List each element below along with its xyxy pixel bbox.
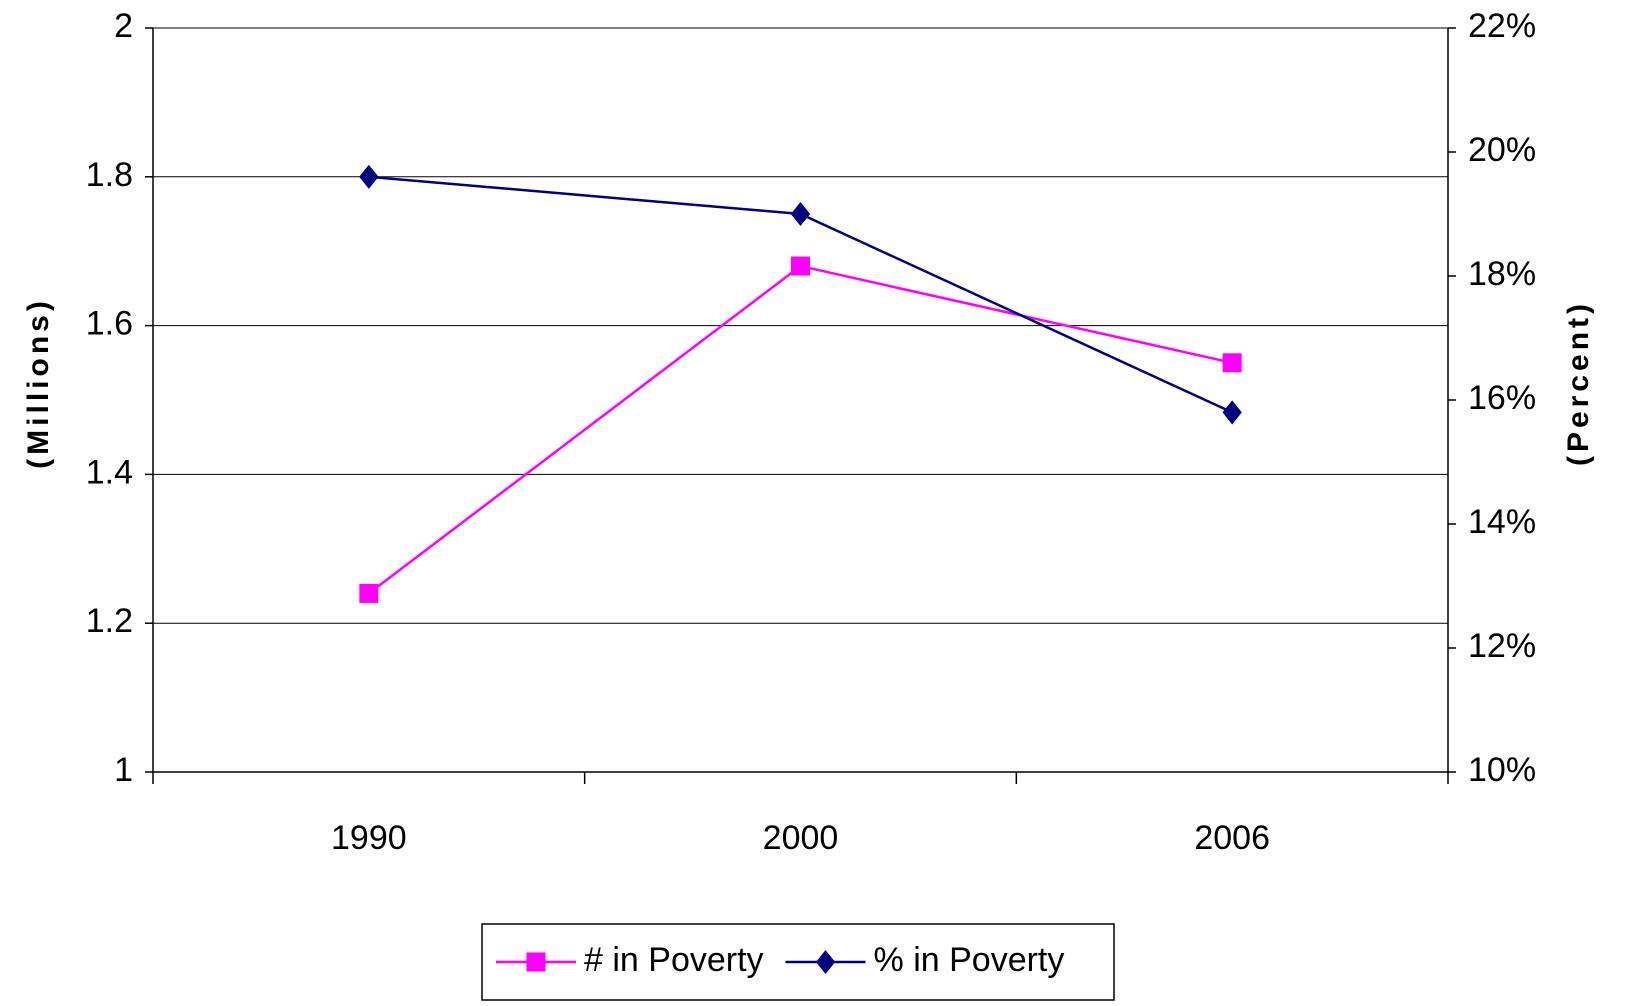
marker [790, 201, 811, 227]
x-tick-label: 2006 [1194, 819, 1270, 857]
series-line [368, 264, 1233, 595]
marker [359, 164, 379, 189]
y-tick-label: 1.2 [86, 602, 133, 640]
y-tick-label: 1.6 [86, 305, 133, 343]
y-axis-label: (Millions) [22, 297, 55, 469]
y-tick-label: 2 [114, 7, 133, 45]
marker [791, 256, 810, 276]
marker [526, 952, 546, 972]
y2-tick-label: 14% [1468, 503, 1536, 541]
x-tick-label: 2000 [763, 819, 839, 857]
y-tick-label: 1 [114, 751, 133, 789]
y2-tick-label: 10% [1468, 751, 1536, 789]
y2-tick-label: 20% [1468, 131, 1536, 169]
x-tick-label: 1990 [331, 819, 407, 857]
marker [815, 949, 836, 975]
y2-tick-label: 16% [1468, 379, 1536, 417]
marker [1222, 353, 1242, 373]
y2-tick-label: 12% [1468, 627, 1536, 665]
legend-label: % in Poverty [874, 941, 1065, 979]
y-tick-label: 1.4 [86, 453, 133, 491]
y2-tick-label: 22% [1468, 7, 1536, 45]
y2-tick-label: 18% [1468, 255, 1536, 293]
marker [1222, 400, 1242, 425]
y-tick-label: 1.8 [86, 156, 133, 194]
marker [359, 583, 379, 603]
legend-label: # in Poverty [584, 941, 764, 979]
y2-axis-label: (Percent) [1562, 300, 1595, 466]
